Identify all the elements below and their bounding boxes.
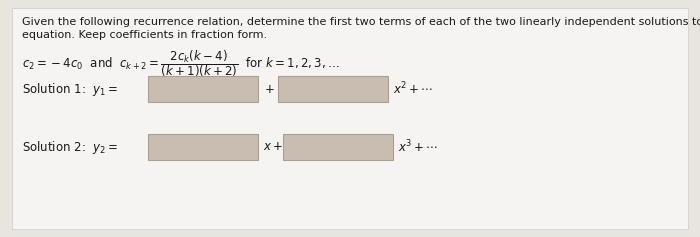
Text: Solution 1:  $y_1 =$: Solution 1: $y_1 =$ (22, 81, 118, 97)
FancyBboxPatch shape (12, 8, 688, 229)
FancyBboxPatch shape (148, 76, 258, 102)
FancyBboxPatch shape (278, 76, 388, 102)
Text: $x^2 + \cdots$: $x^2 + \cdots$ (393, 81, 433, 97)
Text: $c_2 = -4c_0$  and  $c_{k+2} = \dfrac{2c_k(k-4)}{(k+1)(k+2)}$  for $k = 1, 2, 3,: $c_2 = -4c_0$ and $c_{k+2} = \dfrac{2c_k… (22, 48, 339, 79)
FancyBboxPatch shape (283, 134, 393, 160)
Text: $+$: $+$ (264, 82, 274, 96)
Text: equation. Keep coefficients in fraction form.: equation. Keep coefficients in fraction … (22, 30, 267, 40)
Text: $x +$: $x +$ (263, 141, 284, 154)
Text: Given the following recurrence relation, determine the first two terms of each o: Given the following recurrence relation,… (22, 17, 700, 27)
FancyBboxPatch shape (148, 134, 258, 160)
Text: $x^3 + \cdots$: $x^3 + \cdots$ (398, 139, 438, 155)
Text: Solution 2:  $y_2 =$: Solution 2: $y_2 =$ (22, 138, 118, 155)
